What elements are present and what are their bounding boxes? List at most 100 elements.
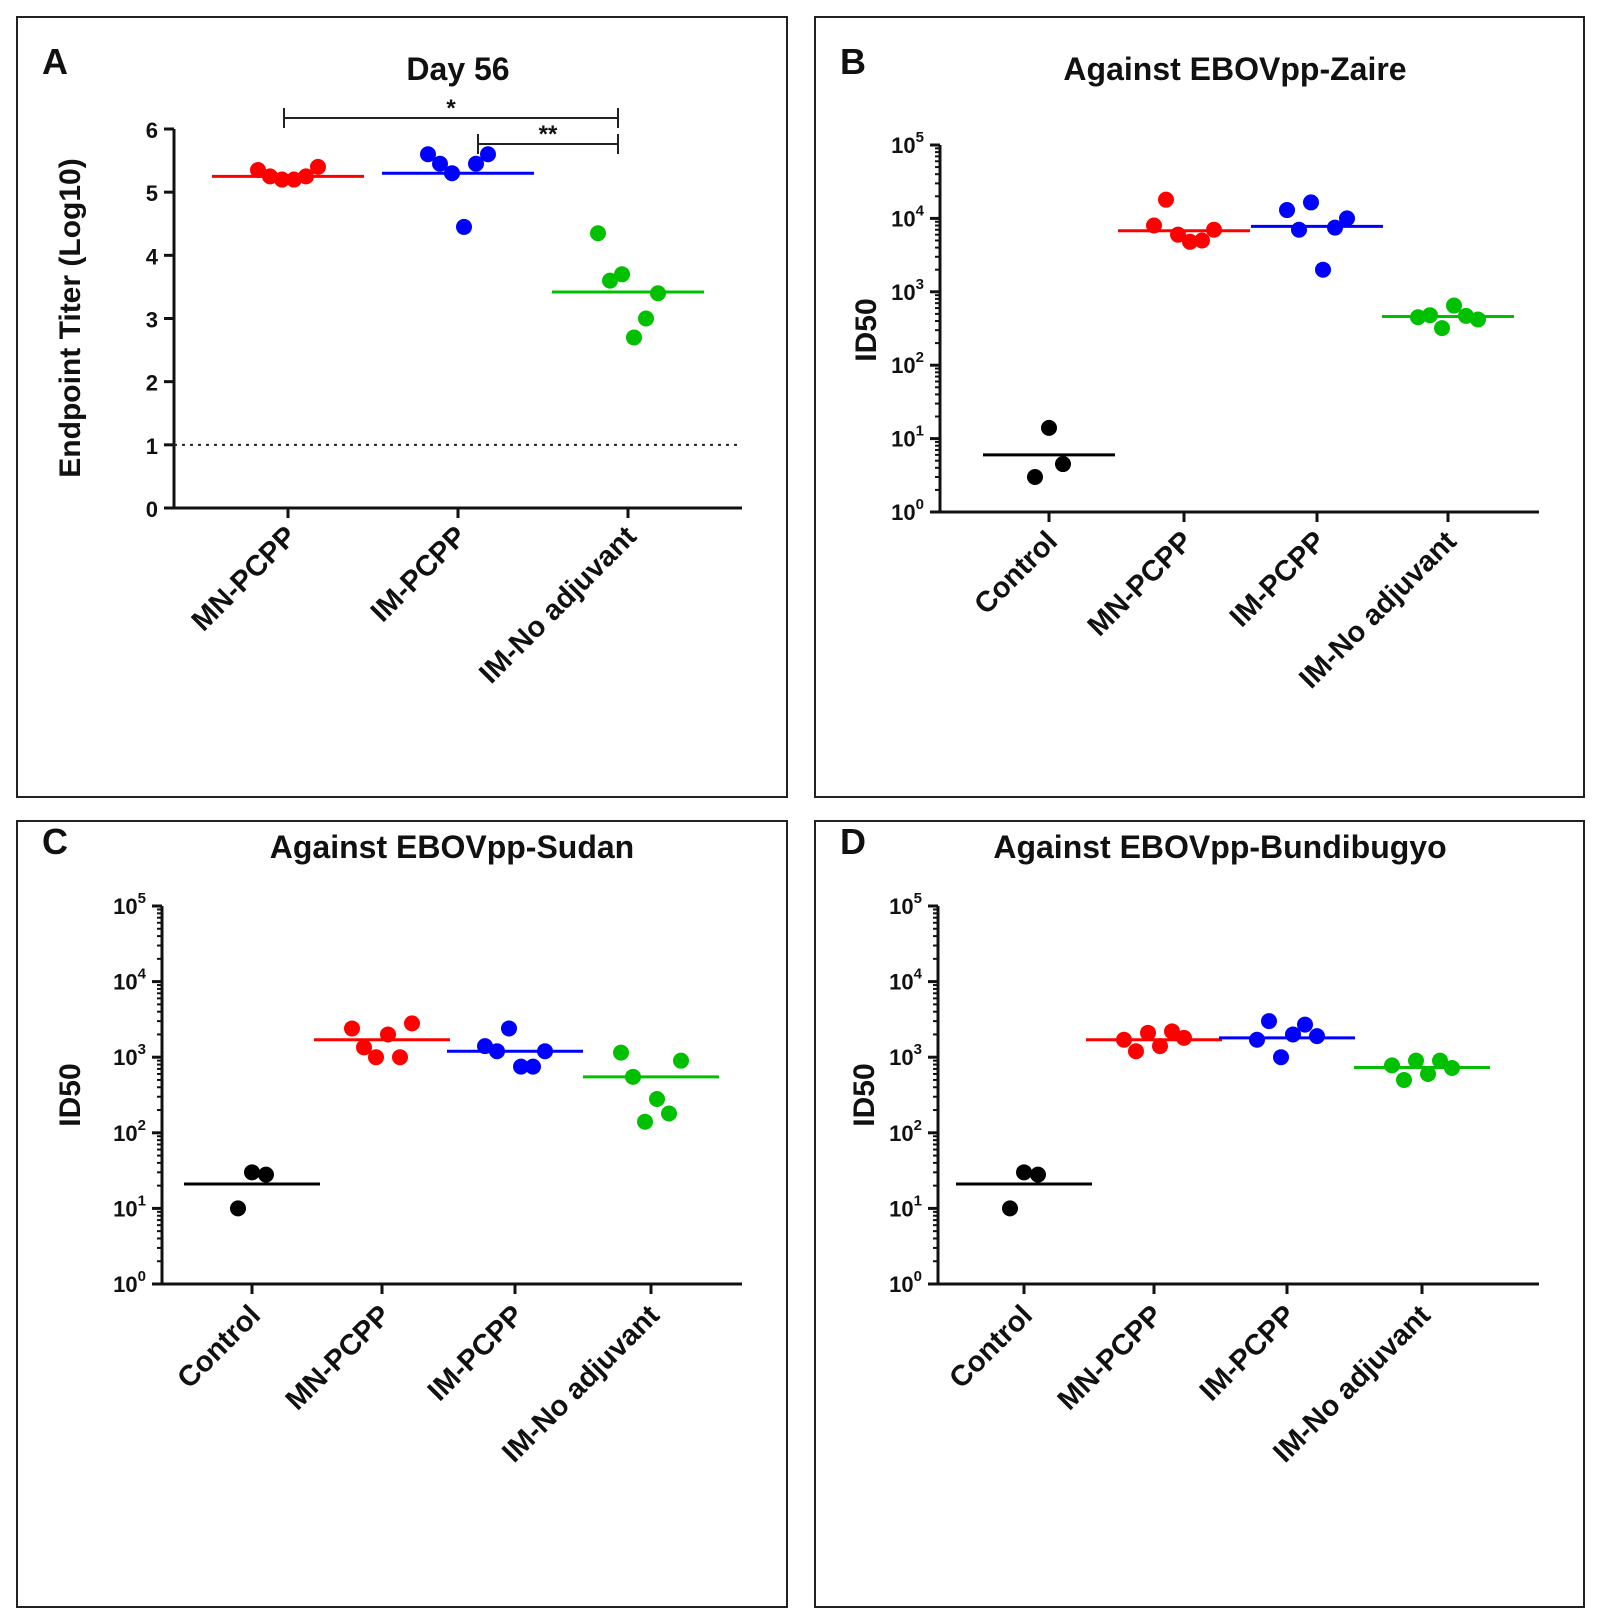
data-point-im-no-adjuvant bbox=[1384, 1057, 1400, 1074]
x-category-label: Control bbox=[171, 1299, 267, 1395]
y-tick-exponent: 3 bbox=[914, 1041, 922, 1058]
y-tick-label: 101 bbox=[113, 1192, 146, 1221]
y-tick-exponent: 5 bbox=[138, 890, 146, 907]
data-point-im-no-adjuvant bbox=[590, 225, 606, 242]
data-point-mn-pcpp bbox=[1206, 221, 1222, 238]
x-category-label: MN-PCPP bbox=[186, 520, 303, 637]
y-tick-label: 100 bbox=[891, 496, 924, 525]
data-point-control bbox=[1027, 468, 1043, 485]
chart-title: Against EBOVpp-Zaire bbox=[1063, 51, 1406, 87]
y-tick-label: 102 bbox=[113, 1117, 146, 1146]
y-tick-label: 3 bbox=[146, 308, 158, 333]
data-point-im-pcpp bbox=[477, 1038, 493, 1055]
y-tick-base: 10 bbox=[891, 427, 915, 452]
y-axis-label: ID50 bbox=[850, 298, 883, 361]
y-tick-label: 103 bbox=[113, 1041, 146, 1070]
y-tick-label: 103 bbox=[891, 276, 924, 305]
y-tick-exponent: 1 bbox=[138, 1192, 146, 1209]
data-point-im-no-adjuvant bbox=[1422, 307, 1438, 324]
data-point-mn-pcpp bbox=[310, 158, 326, 175]
panel-d: D Against EBOVpp-Bundibugyo ID50 100 101 102 1… bbox=[814, 820, 1585, 1608]
data-point-im-pcpp bbox=[1327, 219, 1343, 236]
y-tick-base: 10 bbox=[891, 280, 915, 305]
x-category-label: IM-PCPP bbox=[1194, 1299, 1302, 1407]
data-point-im-pcpp bbox=[1249, 1031, 1265, 1048]
chart-d-svg: D Against EBOVpp-BundibugyoID501001011021… bbox=[840, 822, 1539, 1469]
x-category-label: IM-PCPP bbox=[1224, 525, 1332, 633]
y-tick-exponent: 5 bbox=[916, 129, 924, 146]
y-tick-base: 10 bbox=[113, 1272, 137, 1297]
data-point-im-no-adjuvant bbox=[614, 266, 630, 283]
data-point-im-no-adjuvant bbox=[1420, 1065, 1436, 1082]
x-category-label: Control bbox=[943, 1299, 1039, 1395]
y-tick-label: 103 bbox=[889, 1041, 922, 1070]
y-tick-exponent: 4 bbox=[916, 202, 925, 219]
y-tick-label: 100 bbox=[113, 1268, 146, 1297]
data-point-control bbox=[1016, 1164, 1032, 1181]
data-point-im-no-adjuvant bbox=[638, 310, 654, 327]
x-category-label: MN-PCPP bbox=[1082, 525, 1199, 642]
y-tick-base: 10 bbox=[891, 500, 915, 525]
data-point-im-pcpp bbox=[444, 165, 460, 182]
y-tick-base: 10 bbox=[889, 970, 913, 995]
y-tick-exponent: 0 bbox=[138, 1268, 146, 1285]
y-tick-label: 104 bbox=[891, 202, 924, 231]
y-tick-exponent: 1 bbox=[916, 423, 924, 440]
data-point-mn-pcpp bbox=[1194, 232, 1210, 249]
y-tick-exponent: 3 bbox=[916, 276, 924, 293]
y-tick-label: 5 bbox=[146, 181, 158, 206]
data-point-control bbox=[244, 1164, 260, 1181]
data-point-im-no-adjuvant bbox=[1446, 297, 1462, 314]
y-tick-exponent: 2 bbox=[916, 349, 924, 366]
chart-c-svg: C Against EBOVpp-SudanID50100101102103104… bbox=[42, 822, 742, 1469]
y-tick-label: 105 bbox=[891, 129, 924, 158]
data-point-im-pcpp bbox=[480, 146, 496, 163]
data-point-im-no-adjuvant bbox=[1432, 1052, 1448, 1069]
chart-a-svg: A Day 56 Endpoint Titer (Log10) 0 1 2 3 4 5 6 MN-P… bbox=[42, 41, 742, 690]
data-point-im-no-adjuvant bbox=[1470, 311, 1486, 328]
x-category-label: MN-PCPP bbox=[1052, 1299, 1169, 1416]
panel-letter: B bbox=[840, 41, 866, 82]
data-point-control bbox=[230, 1200, 246, 1217]
y-tick-base: 10 bbox=[891, 133, 915, 158]
data-point-control bbox=[1030, 1166, 1046, 1183]
data-point-im-no-adjuvant bbox=[637, 1113, 653, 1130]
panel-letter: D bbox=[840, 822, 866, 862]
y-tick-label: 101 bbox=[889, 1192, 922, 1221]
data-point-im-no-adjuvant bbox=[1458, 307, 1474, 324]
data-point-im-pcpp bbox=[525, 1058, 541, 1075]
data-point-im-pcpp bbox=[432, 155, 448, 172]
y-tick-exponent: 3 bbox=[138, 1041, 146, 1058]
x-category-label: IM-No adjuvant bbox=[473, 520, 643, 690]
significance-label: ** bbox=[539, 121, 558, 148]
y-tick-label: 1 bbox=[146, 434, 158, 459]
data-point-im-pcpp bbox=[1273, 1049, 1289, 1066]
data-point-control bbox=[258, 1166, 274, 1183]
data-point-mn-pcpp bbox=[1182, 233, 1198, 250]
y-axis-label: Endpoint Titer (Log10) bbox=[54, 158, 87, 477]
data-point-im-no-adjuvant bbox=[626, 329, 642, 346]
data-point-control bbox=[1041, 419, 1057, 436]
chart-title: Against EBOVpp-Sudan bbox=[270, 829, 634, 865]
y-tick-label: 104 bbox=[113, 966, 146, 995]
y-tick-label: 104 bbox=[889, 966, 922, 995]
data-point-mn-pcpp bbox=[392, 1049, 408, 1066]
data-point-im-pcpp bbox=[468, 155, 484, 172]
y-tick-base: 10 bbox=[889, 894, 913, 919]
data-point-im-pcpp bbox=[456, 218, 472, 235]
y-tick-label: 102 bbox=[891, 349, 924, 378]
x-category-label: MN-PCPP bbox=[280, 1299, 397, 1416]
significance-label: * bbox=[446, 95, 456, 122]
panel-a: A Day 56 Endpoint Titer (Log10) 0 1 2 3 4 5 6 MN-P… bbox=[16, 16, 788, 798]
data-point-mn-pcpp bbox=[250, 162, 266, 179]
y-tick-label: 4 bbox=[146, 244, 159, 269]
data-point-im-pcpp bbox=[1297, 1016, 1313, 1033]
data-point-mn-pcpp bbox=[1158, 191, 1174, 208]
data-point-im-no-adjuvant bbox=[661, 1105, 677, 1122]
data-point-im-no-adjuvant bbox=[1396, 1071, 1412, 1088]
data-point-im-no-adjuvant bbox=[625, 1068, 641, 1085]
y-axis-label: ID50 bbox=[848, 1063, 881, 1126]
data-point-im-pcpp bbox=[489, 1043, 505, 1060]
data-point-im-pcpp bbox=[1339, 210, 1355, 227]
chart-b-svg: B Against EBOVpp-ZaireID50100101102103104… bbox=[840, 41, 1539, 695]
